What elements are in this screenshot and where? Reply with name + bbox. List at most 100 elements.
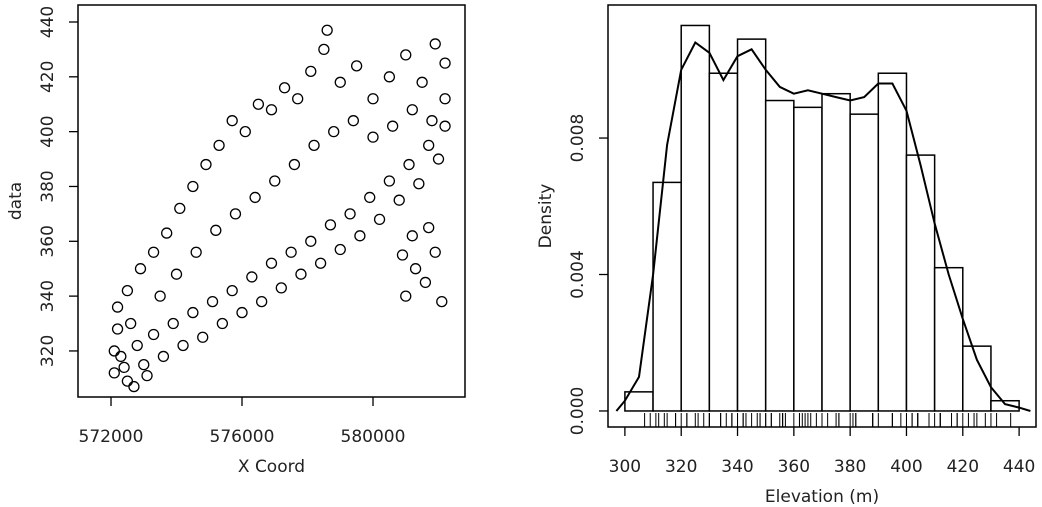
point (141, 369, 153, 382)
y-axis-label: data (6, 182, 26, 220)
point (314, 257, 327, 269)
point (187, 306, 199, 319)
y-axis-label: Density (536, 184, 556, 249)
point (115, 350, 127, 363)
x-tick-label: 400 (890, 457, 922, 477)
point (246, 271, 258, 283)
point (324, 219, 337, 231)
point (305, 65, 317, 77)
point (350, 60, 363, 72)
point (429, 38, 441, 50)
bar (764, 99, 795, 412)
point (426, 115, 438, 127)
y-tick-label: 0.004 (568, 250, 588, 299)
y-tick-label: 340 (38, 280, 58, 312)
point (210, 224, 222, 236)
point (403, 158, 415, 171)
y-tick-label: 380 (38, 170, 58, 202)
point (364, 191, 376, 204)
point (121, 284, 134, 297)
point (197, 331, 209, 343)
point (131, 339, 143, 352)
point (265, 104, 278, 116)
point (367, 131, 379, 143)
point (432, 153, 445, 165)
point (177, 339, 189, 352)
point (429, 246, 441, 258)
point (229, 208, 242, 220)
point (318, 43, 330, 56)
point (147, 246, 160, 258)
point (439, 120, 451, 132)
point (125, 317, 137, 330)
plot-frame (77, 4, 466, 398)
x-tick-label: 340 (721, 457, 753, 477)
x-tick-label: 360 (778, 457, 810, 477)
point (400, 290, 412, 302)
bar (849, 113, 880, 412)
point (275, 282, 287, 294)
point (406, 104, 418, 116)
y-tick-label: 320 (38, 335, 58, 367)
point (216, 317, 229, 330)
x-tick-label: 320 (665, 457, 697, 477)
y-tick-label: 400 (38, 115, 58, 147)
point (334, 243, 346, 256)
point (400, 49, 412, 61)
point (328, 125, 340, 138)
point (134, 263, 147, 275)
x-axis-label: X Coord (238, 457, 305, 477)
point (154, 290, 166, 302)
bar (652, 181, 682, 412)
y-tick-label: 420 (38, 61, 58, 93)
point (239, 125, 251, 138)
point (206, 295, 219, 308)
point (383, 175, 396, 187)
point (147, 328, 160, 341)
x-tick-label: 300 (609, 457, 641, 477)
bar (680, 24, 711, 412)
x-tick-label: 580000 (341, 427, 406, 447)
point (409, 263, 422, 275)
bar (736, 38, 767, 412)
point (190, 246, 202, 258)
point (439, 93, 451, 105)
point (288, 158, 301, 171)
y-tick-label: 440 (38, 6, 58, 38)
point (252, 98, 265, 110)
point (118, 361, 130, 374)
x-tick-label: 440 (1003, 457, 1035, 477)
point (292, 93, 304, 105)
point (108, 345, 120, 357)
point (256, 295, 268, 308)
point (383, 71, 396, 83)
point (236, 306, 248, 319)
point (419, 276, 432, 289)
point (321, 24, 333, 36)
density-curve (615, 41, 1031, 412)
point (249, 191, 261, 204)
point (305, 235, 317, 247)
point (285, 246, 297, 258)
point (308, 139, 320, 152)
point (128, 380, 140, 393)
point (111, 323, 124, 335)
point (413, 178, 425, 190)
point (121, 375, 134, 387)
x-axis-label: Elevation (m) (765, 487, 879, 507)
x-tick-label: 420 (947, 457, 979, 477)
point (187, 180, 199, 193)
point (226, 284, 238, 297)
bar (933, 266, 964, 412)
bar (708, 72, 739, 412)
point (269, 175, 281, 187)
x-tick-label: 380 (834, 457, 866, 477)
bar (821, 92, 851, 412)
bar (877, 72, 908, 412)
point (423, 221, 435, 234)
x-tick-label: 576000 (210, 427, 275, 447)
point (354, 230, 366, 242)
point (278, 82, 291, 94)
point (347, 115, 360, 127)
